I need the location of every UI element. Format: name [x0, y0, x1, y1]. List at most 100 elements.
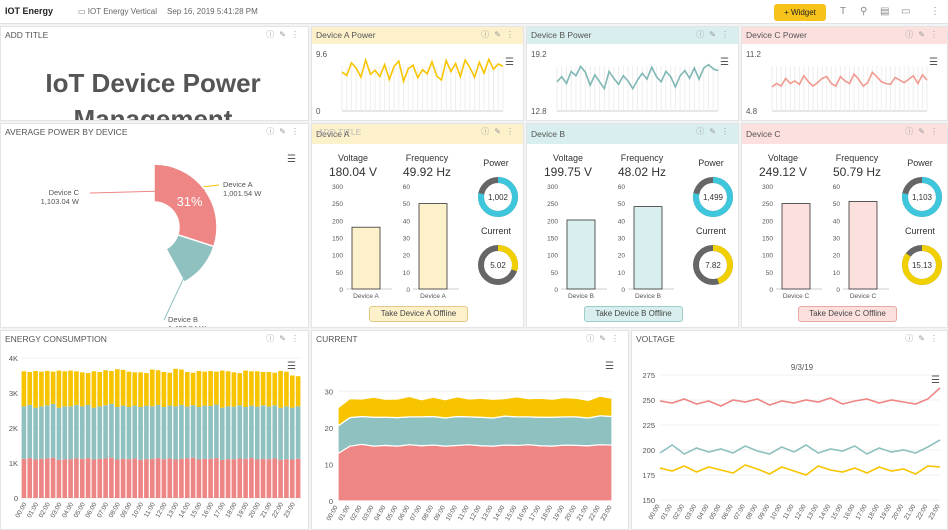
- voltage-value: 249.12 V: [758, 165, 808, 179]
- energy-bar-segment: [237, 373, 243, 406]
- pie-legend-name: Device B: [168, 315, 198, 324]
- bar-tick-label: 200: [547, 218, 558, 225]
- energy-bar-segment: [120, 405, 126, 459]
- energy-bar-segment: [155, 458, 161, 498]
- take-device-offline-button[interactable]: Take Device B Offline: [584, 306, 683, 322]
- page-title: IoT Device Power Management: [45, 68, 261, 121]
- energy-bar-segment: [103, 458, 108, 498]
- chart-menu-icon[interactable]: ☰: [605, 361, 614, 372]
- energy-bar-segment: [254, 406, 260, 460]
- device-status-panel: Device C ⓘ✎⋮ Voltage 249.12 V Frequency …: [741, 123, 948, 328]
- bar-tick-label: 50: [618, 201, 626, 208]
- bar-tick-label: 50: [551, 270, 559, 277]
- pie-chart: 28%Device A1,001.54 W42%Device B1,498.54…: [41, 163, 262, 327]
- panel-actions-icon[interactable]: ⓘ✎⋮: [586, 334, 624, 343]
- chart-menu-icon[interactable]: ☰: [287, 154, 296, 165]
- panel-actions-icon[interactable]: ⓘ✎⋮: [905, 334, 943, 343]
- y-tick-label: 3K: [9, 389, 18, 398]
- energy-bar-segment: [231, 406, 237, 460]
- add-widget-button[interactable]: + Widget: [774, 4, 826, 21]
- energy-bar-segment: [237, 405, 243, 459]
- breadcrumb-label: IOT Energy Vertical: [87, 7, 157, 16]
- display-icon[interactable]: ▭: [901, 6, 911, 17]
- energy-bar-segment: [208, 458, 213, 498]
- energy-bar-segment: [109, 370, 114, 404]
- energy-bar-segment: [56, 459, 62, 498]
- energy-bar-segment: [196, 459, 202, 498]
- app-brand[interactable]: IOT Energy: [5, 6, 54, 16]
- bar-category-label: Device C: [850, 293, 877, 300]
- bar-tick-label: 0: [339, 287, 343, 294]
- chart-menu-icon[interactable]: ☰: [505, 57, 514, 68]
- voltage-value: 199.75 V: [543, 165, 593, 179]
- panel-actions-icon[interactable]: ⓘ✎⋮: [905, 30, 943, 39]
- title-panel: ADD TITLE ⓘ✎⋮ IoT Device Power Managemen…: [0, 26, 309, 121]
- current-label: Current: [904, 226, 935, 236]
- value-bar: [418, 203, 448, 290]
- panel-actions-icon[interactable]: ⓘ✎⋮: [266, 30, 304, 39]
- bar-tick-label: 0: [406, 287, 410, 294]
- take-device-offline-button[interactable]: Take Device A Offline: [369, 306, 468, 322]
- chart-menu-icon[interactable]: ☰: [720, 57, 729, 68]
- panel-actions-icon[interactable]: ⓘ✎⋮: [696, 30, 734, 39]
- current-chart: 302010000:0001:0002:0003:0004:0005:0006:…: [325, 387, 614, 522]
- energy-bar-segment: [284, 406, 289, 460]
- layout-icon[interactable]: ▤: [880, 6, 890, 17]
- energy-bar-segment: [202, 371, 208, 406]
- bar-tick-label: 50: [766, 270, 774, 277]
- panel-actions-icon[interactable]: ⓘ✎⋮: [696, 127, 734, 136]
- panel-actions-icon[interactable]: ⓘ✎⋮: [266, 127, 304, 136]
- panel-actions-icon[interactable]: ⓘ✎⋮: [905, 127, 943, 136]
- frequency-label: Frequency: [835, 153, 879, 163]
- energy-bar-segment: [39, 406, 44, 459]
- energy-bar-segment: [237, 458, 243, 498]
- more-icon[interactable]: ⋮: [930, 6, 940, 17]
- energy-bar-segment: [161, 372, 167, 407]
- energy-bar-segment: [225, 371, 231, 407]
- energy-bar-segment: [33, 459, 38, 498]
- panel-actions-icon[interactable]: ⓘ✎⋮: [481, 30, 519, 39]
- energy-bar-segment: [132, 372, 138, 406]
- panel-actions-icon[interactable]: ⓘ✎⋮: [266, 334, 304, 343]
- y-tick-label: 4K: [9, 354, 18, 363]
- energy-bar-segment: [149, 406, 155, 459]
- bar-category-label: Device B: [568, 293, 594, 300]
- panel-header: Device C Power: [742, 27, 947, 44]
- energy-bar-segment: [44, 370, 50, 406]
- y-tick-label: 225: [642, 421, 655, 430]
- bar-tick-label: 20: [833, 253, 841, 260]
- energy-bar-segment: [120, 369, 126, 406]
- take-device-offline-button[interactable]: Take Device C Offline: [798, 306, 897, 322]
- dashboard-breadcrumb[interactable]: ▭ IOT Energy Vertical: [78, 7, 157, 16]
- device-power-panel: Device B Power ⓘ✎⋮ ☰ 19.2 12.8: [526, 26, 739, 121]
- power-label: Power: [483, 158, 509, 168]
- chart-menu-icon[interactable]: ☰: [287, 361, 296, 372]
- value-bar: [351, 226, 381, 290]
- energy-bar-segment: [149, 458, 155, 498]
- text-icon[interactable]: T: [840, 6, 847, 17]
- pie-legend-name: Device C: [49, 188, 80, 197]
- energy-bar-segment: [208, 370, 213, 406]
- chart-menu-icon[interactable]: ☰: [929, 57, 938, 68]
- energy-bar-segment: [289, 459, 295, 498]
- bar-tick-label: 40: [618, 218, 626, 225]
- energy-bar-segment: [56, 407, 62, 460]
- energy-bar-segment: [50, 403, 56, 458]
- panel-actions-icon[interactable]: ⓘ✎⋮: [481, 127, 519, 136]
- voltage-chart: 9/3/1927525022520017515000:0001:0002:000…: [642, 363, 941, 521]
- energy-bar-segment: [208, 405, 213, 459]
- energy-consumption-panel: ENERGY CONSUMPTION ⓘ✎⋮ ☰ 4K 3K 2K 1K 0 00:00 0…: [0, 330, 309, 530]
- voltage-series-line: [659, 439, 941, 455]
- energy-bar-segment: [184, 372, 190, 407]
- filter-icon[interactable]: ⚲: [860, 6, 868, 17]
- bar-category-label: Device C: [783, 293, 810, 300]
- power-label: Power: [698, 158, 724, 168]
- energy-bar-segment: [214, 404, 219, 459]
- chart-menu-icon[interactable]: ☰: [931, 375, 940, 386]
- bar-tick-label: 10: [833, 270, 841, 277]
- pie-legend-value: 1,001.54 W: [223, 189, 262, 198]
- voltage-series-line: [659, 387, 941, 407]
- bar-tick-label: 200: [762, 218, 773, 225]
- pie-legend-name: Device A: [223, 180, 253, 189]
